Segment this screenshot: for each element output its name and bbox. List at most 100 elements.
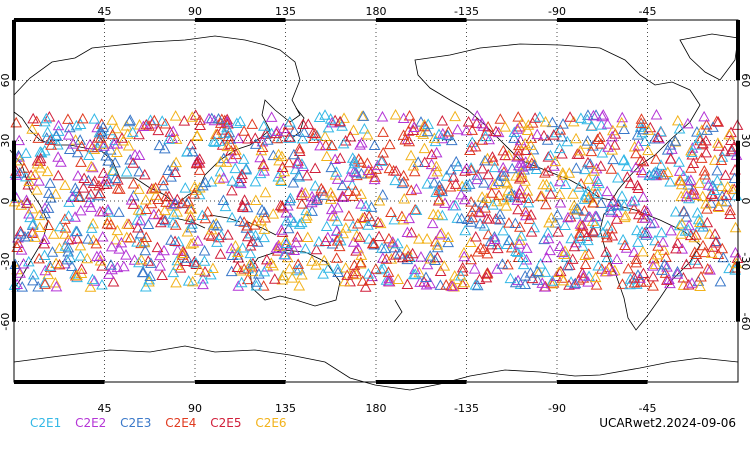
obs-marker (20, 194, 33, 205)
obs-marker (133, 256, 145, 268)
obs-marker (45, 139, 58, 150)
obs-marker (346, 152, 359, 163)
obs-marker (225, 242, 238, 254)
obs-marker (143, 120, 155, 131)
obs-marker (38, 233, 51, 245)
obs-marker (536, 190, 548, 201)
obs-marker (290, 264, 303, 276)
obs-marker (618, 123, 630, 134)
obs-marker (320, 150, 333, 161)
obs-marker (140, 118, 153, 130)
bottom-lon-label: -135 (454, 402, 479, 415)
obs-marker (430, 160, 443, 172)
obs-marker (243, 259, 256, 270)
obs-marker (178, 115, 191, 126)
obs-marker (519, 175, 531, 186)
obs-marker (95, 125, 108, 137)
obs-marker (511, 151, 523, 162)
obs-marker (159, 214, 172, 226)
obs-marker (12, 237, 24, 249)
obs-marker (431, 239, 444, 250)
obs-marker (682, 192, 695, 204)
obs-marker (330, 225, 343, 236)
obs-marker (637, 191, 650, 202)
obs-marker (344, 131, 357, 142)
obs-marker (284, 192, 297, 204)
obs-marker (70, 119, 83, 131)
obs-marker (517, 251, 529, 263)
obs-marker (542, 165, 554, 176)
obs-marker (482, 228, 495, 240)
obs-marker (50, 257, 62, 268)
obs-marker (458, 276, 471, 288)
obs-marker (701, 203, 713, 214)
obs-marker (403, 212, 416, 224)
obs-marker (258, 265, 271, 277)
obs-marker (429, 135, 442, 147)
obs-marker (287, 176, 300, 188)
obs-marker (127, 177, 140, 189)
obs-marker (326, 116, 338, 128)
obs-marker (476, 162, 489, 174)
obs-marker (650, 108, 663, 120)
obs-marker (673, 156, 685, 167)
obs-marker (647, 260, 659, 271)
obs-marker (577, 269, 590, 281)
obs-marker (154, 216, 167, 228)
obs-marker (624, 177, 637, 189)
obs-marker (109, 134, 121, 146)
obs-marker (396, 251, 409, 263)
obs-marker (460, 124, 473, 136)
obs-marker (197, 272, 209, 284)
obs-marker (522, 196, 535, 208)
obs-marker (127, 157, 140, 168)
obs-marker (226, 175, 239, 186)
obs-marker (701, 216, 714, 228)
obs-marker (176, 247, 189, 258)
obs-marker (628, 194, 641, 206)
obs-marker (295, 189, 308, 200)
obs-marker (482, 120, 494, 132)
obs-marker (554, 265, 567, 277)
obs-marker (361, 168, 374, 179)
obs-marker (426, 217, 439, 229)
obs-marker (101, 217, 114, 229)
coastlines (9, 33, 739, 391)
obs-marker (649, 258, 662, 269)
obs-marker (148, 114, 161, 126)
obs-marker (695, 270, 707, 282)
obs-marker (573, 227, 586, 238)
obs-marker (385, 206, 397, 217)
obs-marker (606, 144, 619, 155)
obs-marker (19, 231, 31, 242)
obs-marker (516, 117, 528, 128)
obs-marker (700, 146, 713, 158)
obs-marker (345, 163, 358, 174)
obs-marker (351, 218, 364, 229)
obs-marker (71, 269, 83, 281)
obs-marker (348, 165, 361, 177)
obs-marker (140, 203, 153, 214)
obs-marker (685, 174, 697, 185)
obs-marker (215, 229, 227, 241)
obs-marker (671, 114, 684, 126)
legend-item: C2E3 (120, 416, 152, 430)
obs-marker (551, 208, 564, 220)
obs-marker (716, 242, 729, 254)
obs-marker (657, 169, 670, 180)
obs-marker (158, 142, 171, 154)
obs-marker (429, 254, 441, 265)
obs-marker (234, 177, 247, 189)
obs-marker (699, 246, 711, 258)
obs-marker (442, 231, 455, 242)
obs-marker (693, 132, 706, 143)
obs-marker (487, 199, 499, 210)
obs-marker (547, 129, 560, 140)
obs-marker (136, 266, 149, 278)
obs-marker (542, 151, 555, 162)
obs-marker (281, 251, 294, 263)
obs-marker (342, 185, 355, 196)
obs-marker (32, 132, 45, 143)
obs-marker (611, 253, 623, 264)
obs-marker (533, 111, 546, 122)
